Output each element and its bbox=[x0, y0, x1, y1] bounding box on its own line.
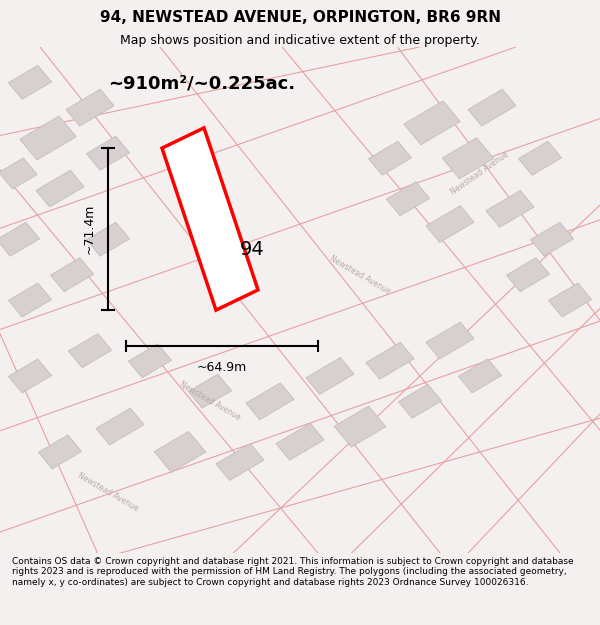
Polygon shape bbox=[366, 342, 414, 379]
Text: Contains OS data © Crown copyright and database right 2021. This information is : Contains OS data © Crown copyright and d… bbox=[12, 557, 574, 586]
Text: ~71.4m: ~71.4m bbox=[83, 204, 96, 254]
Polygon shape bbox=[86, 222, 130, 256]
Polygon shape bbox=[386, 182, 430, 216]
Polygon shape bbox=[426, 206, 474, 242]
Text: 94: 94 bbox=[239, 240, 265, 259]
Polygon shape bbox=[468, 89, 516, 126]
Polygon shape bbox=[128, 344, 172, 377]
Polygon shape bbox=[368, 141, 412, 175]
Polygon shape bbox=[188, 374, 232, 408]
Text: Newstead Avenue: Newstead Avenue bbox=[328, 254, 392, 296]
Polygon shape bbox=[276, 423, 324, 460]
Polygon shape bbox=[162, 128, 258, 310]
Polygon shape bbox=[216, 444, 264, 481]
Polygon shape bbox=[8, 283, 52, 317]
Polygon shape bbox=[404, 101, 460, 145]
Polygon shape bbox=[506, 258, 550, 292]
Polygon shape bbox=[20, 116, 76, 160]
Polygon shape bbox=[86, 136, 130, 170]
Text: Map shows position and indicative extent of the property.: Map shows position and indicative extent… bbox=[120, 34, 480, 47]
Text: 94, NEWSTEAD AVENUE, ORPINGTON, BR6 9RN: 94, NEWSTEAD AVENUE, ORPINGTON, BR6 9RN bbox=[100, 10, 500, 25]
Polygon shape bbox=[50, 258, 94, 292]
Polygon shape bbox=[486, 191, 534, 228]
Polygon shape bbox=[426, 322, 474, 359]
Text: ~910m²/~0.225ac.: ~910m²/~0.225ac. bbox=[108, 74, 295, 92]
Polygon shape bbox=[458, 359, 502, 393]
Text: ~64.9m: ~64.9m bbox=[197, 361, 247, 374]
Text: Newstead Avenue: Newstead Avenue bbox=[178, 380, 242, 423]
Text: Newstead Avenue: Newstead Avenue bbox=[76, 471, 140, 513]
Polygon shape bbox=[8, 359, 52, 393]
Text: Newstead Avenue: Newstead Avenue bbox=[449, 150, 511, 197]
Polygon shape bbox=[36, 170, 84, 207]
Polygon shape bbox=[398, 384, 442, 418]
Polygon shape bbox=[530, 222, 574, 256]
Polygon shape bbox=[518, 141, 562, 175]
Polygon shape bbox=[0, 222, 40, 256]
Polygon shape bbox=[246, 382, 294, 420]
Polygon shape bbox=[8, 65, 52, 99]
Polygon shape bbox=[306, 357, 354, 394]
Polygon shape bbox=[154, 431, 206, 472]
Polygon shape bbox=[66, 89, 114, 126]
Polygon shape bbox=[334, 406, 386, 447]
Polygon shape bbox=[38, 435, 82, 469]
Polygon shape bbox=[442, 138, 494, 179]
Polygon shape bbox=[548, 283, 592, 317]
Polygon shape bbox=[0, 158, 37, 189]
Polygon shape bbox=[68, 334, 112, 367]
Polygon shape bbox=[96, 408, 144, 445]
